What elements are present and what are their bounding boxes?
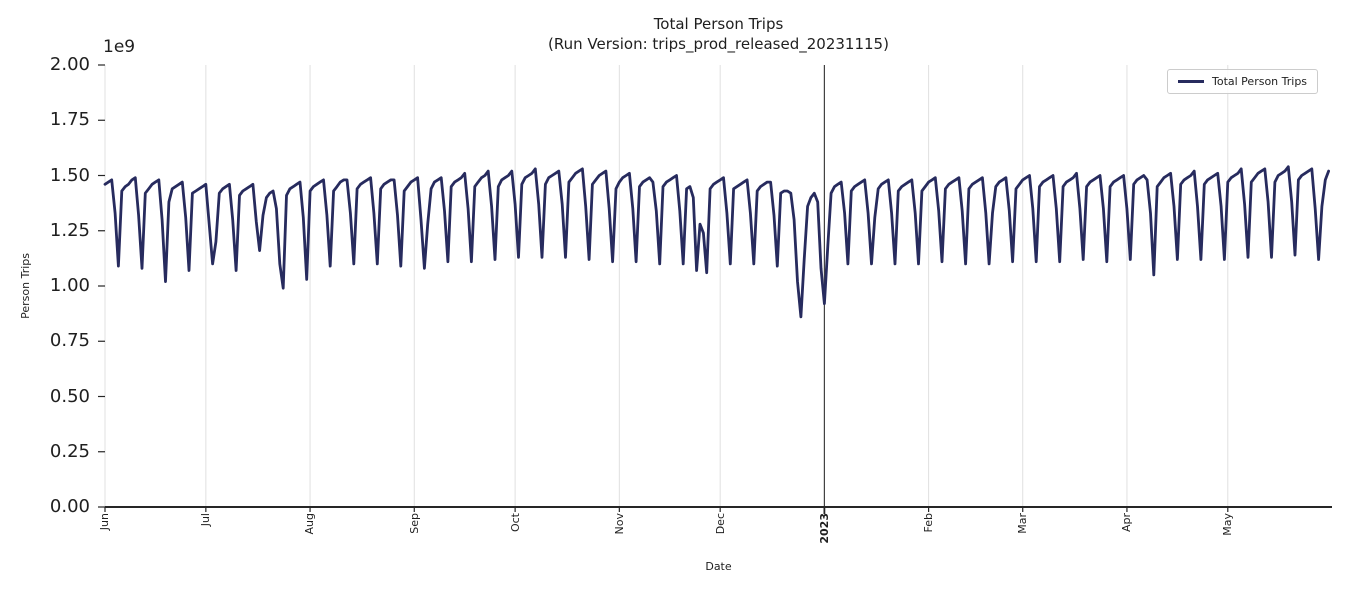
x-tick-label: May [1220, 513, 1236, 536]
y-tick-label: 2.00 [49, 54, 90, 75]
y-tick-label: 1.25 [49, 219, 90, 241]
x-tick-label-text: Oct [508, 513, 522, 533]
legend-line-swatch [1178, 79, 1204, 84]
x-tick-label: Jul [198, 513, 214, 526]
x-tick-label-text: Feb [922, 513, 935, 533]
chart-subtitle: (Run Version: trips_prod_released_202311… [548, 35, 889, 53]
x-tick-label-text: Aug [303, 513, 317, 535]
y-tick-label: 0.25 [49, 440, 90, 462]
x-tick-label: Aug [302, 513, 318, 534]
x-tick-label-text: Apr [1120, 513, 1134, 533]
y-tick-label: 1.50 [49, 164, 90, 186]
y-tick-label: 0.75 [49, 330, 90, 352]
x-tick-label: Apr [1119, 513, 1135, 532]
x-tick-label-text: May [1221, 513, 1235, 536]
x-tick-label: Sep [406, 513, 422, 534]
x-tick-label: Feb [921, 513, 937, 532]
x-tick-label-text: Jul [199, 513, 213, 527]
y-tick-label: 1.00 [49, 275, 90, 296]
x-tick-label-text: Sep [407, 513, 421, 534]
x-tick-label: Oct [507, 513, 523, 532]
legend: Total Person Trips [1167, 69, 1319, 94]
x-tick-label-text: Jun [98, 513, 112, 531]
x-tick-label-text: Mar [1016, 513, 1030, 534]
y-tick-label: 0.50 [49, 385, 90, 407]
x-tick-label: 2023 [816, 513, 832, 544]
series-line-total-person-trips [103, 165, 1330, 319]
y-tick-label: 1.75 [49, 109, 90, 131]
y-axis-offset-label: 1e9 [103, 37, 136, 57]
x-tick-label-text: Nov [612, 513, 626, 535]
y-tick-label: 0.00 [49, 496, 90, 517]
x-tick-label: Dec [712, 513, 728, 534]
chart-title: Total Person Trips [653, 15, 784, 33]
x-tick-label-text: 2023 [817, 513, 831, 544]
x-axis-title: Date [705, 560, 732, 573]
x-tick-label-text: Dec [713, 513, 727, 535]
legend-entry-label: Total Person Trips [1212, 75, 1308, 88]
x-tick-label: Nov [611, 513, 627, 534]
x-tick-label: Jun [97, 513, 113, 530]
x-tick-label: Mar [1015, 513, 1031, 534]
